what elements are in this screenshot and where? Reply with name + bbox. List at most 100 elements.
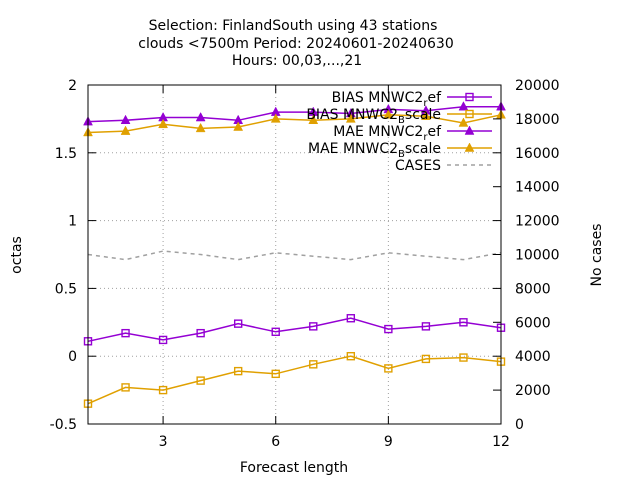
- data-point: [308, 114, 319, 125]
- data-point: [158, 118, 169, 129]
- y2-tick-label: 20000: [515, 78, 560, 94]
- y2-tick-label: 14000: [515, 180, 560, 196]
- data-point: [420, 110, 431, 120]
- legend-label-main: CASES: [395, 158, 441, 174]
- x-axis-label: Forecast length: [240, 460, 348, 476]
- legend-entry: BIAS MNWC2Bscale: [306, 107, 492, 126]
- data-point: [195, 112, 206, 122]
- data-point: [309, 360, 318, 369]
- data-point: [383, 109, 394, 119]
- series-line: [87, 355, 502, 405]
- series-line: [87, 114, 502, 134]
- y-tick-label: 1.5: [55, 146, 77, 162]
- legend-swatch-marker: [464, 125, 475, 135]
- legend-label-main: MAE MNWC2: [308, 141, 398, 157]
- legend-label-main: BIAS MNWC2: [332, 90, 424, 106]
- legend-label-tail: scale: [405, 141, 441, 157]
- legend-label-tail: ef: [427, 124, 442, 140]
- data-point: [195, 122, 206, 133]
- y2-tick-label: 16000: [515, 146, 560, 162]
- data-point: [345, 113, 356, 123]
- legend-entry: MAE MNWC2Bscale: [308, 141, 492, 160]
- data-point: [196, 376, 205, 385]
- legend-swatch-marker: [464, 142, 475, 152]
- data-point: [421, 322, 431, 331]
- legend-label-sub: r: [423, 98, 428, 109]
- data-point: [196, 328, 205, 338]
- data-point: [384, 364, 393, 373]
- legend-swatch-marker: [465, 92, 474, 102]
- series-line: [87, 105, 501, 123]
- data-point: [384, 324, 393, 334]
- data-point: [233, 319, 243, 328]
- data-point: [346, 352, 356, 361]
- title-line-1: Selection: FinlandSouth using 43 station…: [149, 18, 438, 34]
- series-1-bias-mnwc2-bscale: [83, 352, 506, 408]
- y-tick-label: -0.5: [50, 417, 77, 433]
- series-0-bias-mnwc2-ref: [83, 314, 506, 346]
- legend-label-sub: B: [398, 149, 405, 160]
- title-line-3: Hours: 00,03,...,21: [232, 53, 362, 69]
- data-point: [458, 117, 469, 127]
- series-line: [87, 250, 502, 261]
- legend-label-sub: r: [423, 132, 428, 143]
- x-tick-label: 12: [492, 434, 510, 450]
- x-tick-label: 3: [159, 434, 168, 450]
- data-point: [271, 369, 280, 379]
- y-tick-label: 2: [68, 78, 77, 94]
- data-point: [459, 318, 468, 327]
- series-3-mae-mnwc2-bscale: [83, 109, 506, 137]
- title-line-2: clouds <7500m Period: 20240601-20240630: [138, 36, 454, 52]
- data-point: [121, 328, 130, 338]
- y-tick-label: 1: [68, 214, 77, 230]
- series-line: [87, 317, 502, 343]
- y2-tick-label: 12000: [515, 214, 560, 230]
- legend-entry: CASES: [395, 158, 492, 174]
- y-axis-label: octas: [9, 236, 25, 274]
- data-point: [233, 366, 243, 376]
- data-point: [459, 353, 468, 362]
- y2-tick-label: 0: [515, 417, 524, 433]
- data-point: [121, 383, 130, 392]
- y2-tick-label: 6000: [515, 315, 551, 331]
- data-point: [346, 314, 356, 323]
- legend-entry: BIAS MNWC2ref: [332, 90, 492, 109]
- data-point: [309, 322, 318, 331]
- grid: [88, 85, 501, 424]
- legend-label: BIAS MNWC2ref: [332, 90, 442, 109]
- y2-tick-label: 10000: [515, 248, 560, 264]
- legend-label: CASES: [395, 158, 441, 174]
- legend-label-main: MAE MNWC2: [333, 124, 423, 140]
- x-tick-label: 9: [384, 434, 393, 450]
- data-point: [421, 354, 431, 364]
- y2-tick-label: 2000: [515, 383, 551, 399]
- legend-label-tail: ef: [427, 90, 442, 106]
- data-point: [158, 385, 168, 395]
- data-point: [270, 113, 281, 123]
- series-layer: [83, 101, 506, 408]
- series-4-cases: [87, 250, 502, 261]
- y2-axis-label: No cases: [589, 224, 605, 287]
- legend-entry: MAE MNWC2ref: [333, 124, 492, 143]
- chart-title: Selection: FinlandSouth using 43 station…: [138, 18, 454, 69]
- legend-label-sub: B: [398, 115, 405, 126]
- legend-label-main: BIAS MNWC2: [306, 107, 398, 123]
- data-point: [233, 121, 244, 131]
- data-point: [271, 327, 280, 336]
- legend-label: MAE MNWC2Bscale: [308, 141, 441, 160]
- data-point: [120, 114, 131, 125]
- y2-tick-label: 4000: [515, 349, 551, 365]
- data-point: [158, 335, 168, 345]
- x-tick-label: 6: [271, 434, 280, 450]
- y2-tick-label: 18000: [515, 112, 560, 128]
- axis-ticks: -0.5 0 0.5 1 1.5 2 0 2000 4000 6000 8000 10000 12000…: [50, 78, 560, 450]
- legend-label-tail: scale: [405, 107, 441, 123]
- data-point: [458, 101, 469, 111]
- legend-label: BIAS MNWC2Bscale: [306, 107, 441, 126]
- y2-tick-label: 8000: [515, 281, 551, 297]
- y-tick-label: 0.5: [55, 281, 77, 297]
- legend-label: MAE MNWC2ref: [333, 124, 442, 143]
- series-2-mae-mnwc2-ref: [83, 101, 506, 126]
